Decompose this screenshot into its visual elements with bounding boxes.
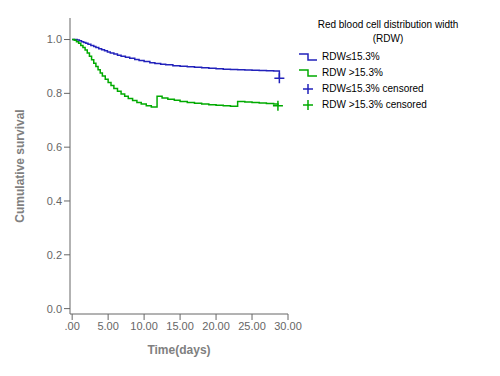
svg-text:0.8: 0.8 bbox=[47, 87, 62, 99]
svg-text:.00: .00 bbox=[65, 320, 80, 332]
svg-text:5.00: 5.00 bbox=[97, 320, 118, 332]
html-text:RDW >15.3%: RDW >15.3% bbox=[322, 67, 383, 78]
svg-text:0.4: 0.4 bbox=[47, 195, 62, 207]
html-text:RDW≤15.3% censored: RDW≤15.3% censored bbox=[322, 83, 424, 94]
html-text:RDW≤15.3%: RDW≤15.3% bbox=[322, 51, 380, 62]
svg-text:15.00: 15.00 bbox=[166, 320, 194, 332]
svg-text:20.00: 20.00 bbox=[202, 320, 230, 332]
html-text:Red blood cell distribution wi: Red blood cell distribution width bbox=[317, 19, 459, 30]
html-text:RDW >15.3% censored: RDW >15.3% censored bbox=[322, 99, 427, 110]
svg-text:0.6: 0.6 bbox=[47, 141, 62, 153]
svg-text:0.2: 0.2 bbox=[47, 249, 62, 261]
html-text:(RDW): (RDW) bbox=[372, 33, 404, 44]
svg-text:Time(days): Time(days) bbox=[147, 343, 210, 357]
svg-text:30.00: 30.00 bbox=[274, 320, 302, 332]
svg-text:0.0: 0.0 bbox=[47, 303, 62, 315]
svg-text:25.00: 25.00 bbox=[238, 320, 266, 332]
svg-text:10.00: 10.00 bbox=[130, 320, 158, 332]
svg-text:Cumulative survival: Cumulative survival bbox=[13, 109, 27, 222]
svg-text:1.0: 1.0 bbox=[47, 33, 62, 45]
